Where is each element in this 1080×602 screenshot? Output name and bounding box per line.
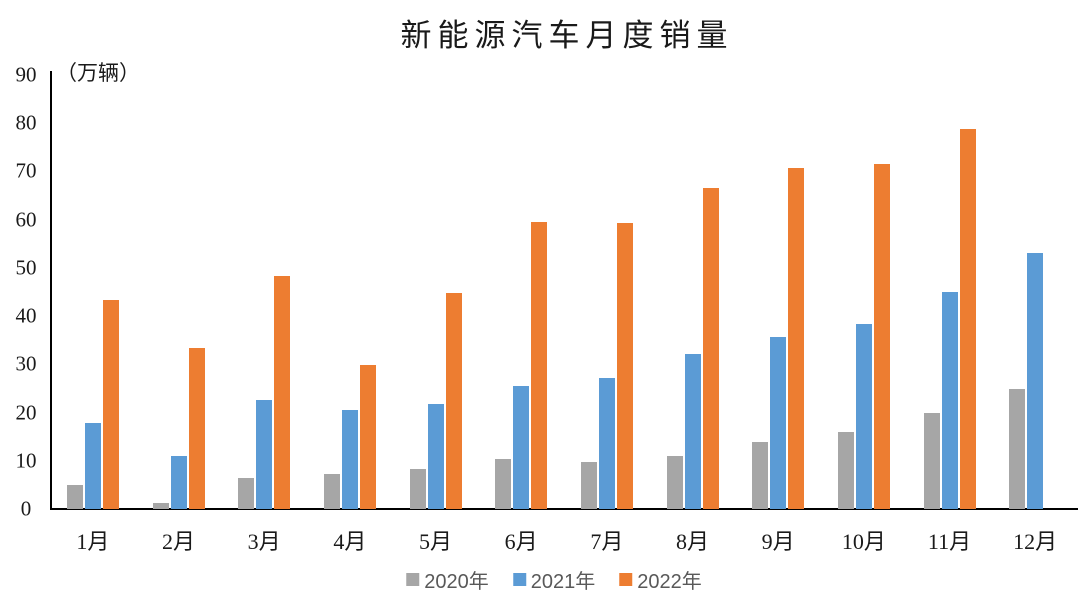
bar-2022年-11月 [959, 129, 976, 509]
legend-item-2021年: 2021年 [512, 565, 596, 594]
bar-2020年-12月 [1009, 389, 1026, 509]
bar-2022年-4月 [359, 364, 376, 509]
legend-label: 2021年 [530, 571, 596, 593]
bar-2021年-9月 [770, 336, 787, 509]
y-axis-unit-label: （万辆） [56, 61, 140, 85]
y-tick-label: 40 [15, 303, 37, 328]
bar-2021年-6月 [513, 385, 530, 509]
chart-title: 新能源汽车月度销量 [400, 18, 734, 53]
y-tick-label: 20 [15, 400, 37, 425]
legend-label: 2022年 [637, 571, 702, 593]
bar-2021年-1月 [84, 422, 101, 509]
legend-item-2020年: 2020年 [406, 565, 489, 594]
x-tick-label: 3月 [247, 529, 281, 554]
y-tick-label: 60 [15, 207, 37, 232]
bar-2020年-2月 [152, 502, 169, 509]
bar-2022年-9月 [788, 167, 805, 509]
bar-2021年-12月 [1027, 252, 1044, 509]
legend: 2020年 2021年 2022年 [406, 565, 702, 594]
bar-2020年-9月 [752, 442, 769, 509]
bar-2021年-4月 [341, 409, 358, 509]
bar-2020年-1月 [66, 484, 83, 509]
x-tick-label: 2月 [161, 529, 195, 554]
y-tick-label: 90 [15, 62, 37, 87]
bar-2021年-11月 [941, 292, 958, 509]
y-tick-label: 0 [20, 496, 32, 521]
x-tick-label: 12月 [1013, 529, 1058, 554]
y-axis-line [50, 71, 52, 510]
bar-2021年-2月 [170, 455, 187, 509]
bar-2020年-8月 [666, 456, 683, 509]
legend-swatch-icon [619, 573, 633, 586]
x-tick-label: 4月 [333, 529, 367, 554]
bar-2022年-7月 [616, 223, 633, 509]
legend-item-2022年: 2022年 [619, 565, 702, 594]
bar-2021年-3月 [256, 400, 273, 509]
bar-2021年-7月 [598, 378, 615, 509]
y-tick-label: 10 [15, 448, 37, 473]
bar-2020年-5月 [409, 469, 426, 509]
legend-swatch-icon [512, 573, 526, 586]
bar-2020年-7月 [580, 461, 597, 509]
bar-2022年-3月 [274, 275, 291, 509]
bar-2022年-5月 [445, 293, 462, 509]
legend-label: 2020年 [424, 571, 489, 593]
x-tick-label: 5月 [418, 529, 452, 554]
bar-2021年-10月 [855, 324, 872, 509]
bar-2021年-8月 [684, 354, 701, 509]
bar-2022年-6月 [531, 221, 548, 509]
bar-2022年-8月 [702, 187, 719, 509]
bar-2022年-2月 [188, 347, 205, 509]
y-tick-label: 70 [15, 158, 37, 183]
x-tick-label: 6月 [504, 529, 538, 554]
x-tick-label: 1月 [76, 529, 110, 554]
bar-2020年-11月 [923, 412, 940, 509]
legend-swatch-icon [406, 573, 420, 586]
bar-2020年-10月 [837, 431, 854, 509]
y-tick-label: 30 [15, 351, 37, 376]
bar-2020年-4月 [323, 474, 340, 509]
x-axis-line [50, 508, 1078, 510]
bar-2022年-10月 [873, 163, 890, 509]
x-tick-label: 10月 [841, 529, 886, 554]
bar-2022年-1月 [102, 300, 119, 509]
x-tick-label: 8月 [675, 529, 709, 554]
bar-2020年-6月 [495, 458, 512, 509]
x-tick-label: 7月 [590, 529, 624, 554]
bar-2020年-3月 [238, 478, 255, 509]
x-tick-label: 11月 [927, 529, 972, 554]
y-tick-label: 50 [15, 255, 37, 280]
x-tick-label: 9月 [761, 529, 795, 554]
y-tick-label: 80 [15, 110, 37, 135]
bar-2021年-5月 [427, 404, 444, 509]
